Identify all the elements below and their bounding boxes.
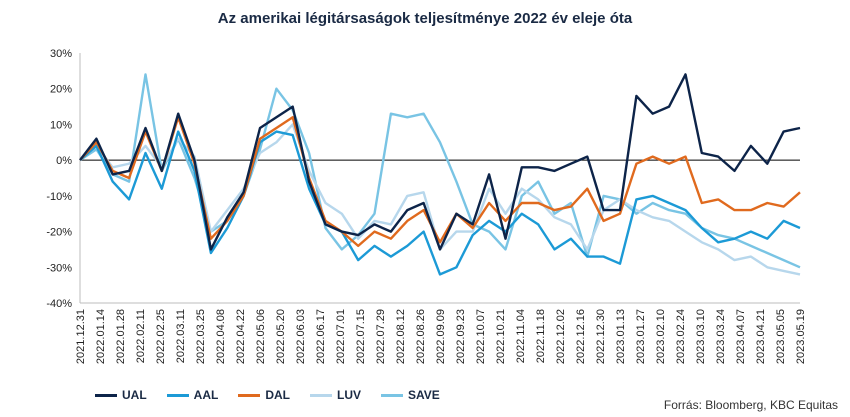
x-tick-label: 2022.11.04 — [515, 309, 527, 363]
legend-item-dal: DAL — [238, 388, 290, 402]
x-tick-label: 2023.04.21 — [755, 309, 767, 364]
x-tick-label: 2022.07.29 — [375, 309, 387, 364]
x-tick-label: 2022.04.08 — [215, 309, 227, 364]
x-tick-label: 2022.06.03 — [295, 309, 307, 364]
legend-item-luv: LUV — [310, 388, 361, 402]
x-tick-label: 2023.04.07 — [735, 309, 747, 364]
series-line-ual — [79, 73, 801, 251]
legend-label-luv: LUV — [337, 388, 362, 402]
legend-swatch-luv — [310, 393, 333, 397]
y-tick-label: 0% — [56, 155, 72, 167]
x-tick-label: 2023.01.13 — [615, 309, 627, 364]
x-tick-label: 2021.12.31 — [75, 309, 87, 364]
source-note: Forrás: Bloomberg, KBC Equitas — [663, 398, 838, 412]
x-tick-label: 2023.01.27 — [635, 309, 647, 364]
x-tick-label: 2022.08.26 — [415, 309, 427, 364]
legend-swatch-aal — [166, 393, 189, 397]
y-axis: 30% 20% 10% 0% -10% -20% -30% -40% — [46, 48, 72, 310]
x-tick-label: 2022.02.11 — [135, 309, 147, 363]
x-tick-label: 2022.03.11 — [175, 309, 187, 363]
x-tick-label: 2023.03.24 — [715, 309, 727, 364]
legend-item-save: SAVE — [381, 388, 440, 402]
x-tick-label: 2022.07.15 — [355, 309, 367, 364]
legend-swatch-ual — [95, 393, 117, 397]
y-tick-label: 10% — [50, 119, 72, 131]
legend-label-dal: DAL — [265, 388, 291, 402]
x-tick-label: 2022.05.20 — [275, 309, 287, 364]
y-tick-label: -30% — [46, 262, 72, 274]
x-tick-label: 2022.12.30 — [595, 309, 607, 364]
y-tick-label: 30% — [50, 48, 72, 60]
legend-label-save: SAVE — [408, 388, 440, 402]
x-tick-label: 2023.03.10 — [695, 309, 707, 364]
x-tick-label: 2022.10.21 — [495, 309, 507, 364]
legend-label-ual: UAL — [122, 388, 147, 402]
legend-item-aal: AAL — [166, 388, 219, 402]
x-tick-label: 2022.08.12 — [395, 309, 407, 364]
legend-item-ual: UAL — [95, 388, 147, 402]
series-line-aal — [79, 130, 801, 276]
legend: UAL AAL DAL LUV SAVE — [95, 388, 440, 402]
x-tick-label: 2022.02.25 — [155, 309, 167, 364]
x-tick-label: 2022.12.16 — [575, 309, 587, 364]
x-tick-label: 2023.02.24 — [675, 309, 687, 364]
x-tick-label: 2022.04.22 — [235, 309, 247, 364]
y-tick-label: -20% — [46, 227, 72, 239]
x-tick-label: 2022.10.07 — [475, 309, 487, 364]
chart-title: Az amerikai légitársaságok teljesítménye… — [217, 10, 633, 27]
x-tick-label: 2022.01.28 — [115, 309, 127, 364]
x-axis: 2021.12.31 2022.01.14 2022.01.28 2022.02.11… — [75, 309, 807, 364]
x-tick-label: 2022.12.02 — [555, 309, 567, 364]
x-tick-label: 2022.09.09 — [435, 309, 447, 364]
series-line-dal — [79, 116, 801, 248]
x-tick-label: 2022.07.01 — [335, 309, 347, 364]
x-tick-label: 2022.03.25 — [195, 309, 207, 364]
x-tick-label: 2023.05.19 — [795, 309, 807, 364]
series-layer — [79, 73, 801, 276]
x-tick-label: 2023.02.10 — [655, 309, 667, 364]
x-tick-label: 2022.01.14 — [95, 309, 107, 364]
x-tick-label: 2023.05.05 — [775, 309, 787, 364]
y-tick-label: 20% — [50, 84, 72, 96]
y-tick-label: -40% — [46, 298, 72, 310]
x-tick-label: 2022.06.17 — [315, 309, 327, 364]
x-tick-label: 2022.09.23 — [455, 309, 467, 364]
y-tick-label: -10% — [46, 191, 72, 203]
legend-label-aal: AAL — [193, 388, 219, 402]
x-tick-label: 2022.11.18 — [535, 309, 547, 363]
legend-swatch-save — [381, 393, 404, 397]
legend-swatch-dal — [238, 393, 261, 397]
x-tick-label: 2022.05.06 — [255, 309, 267, 364]
